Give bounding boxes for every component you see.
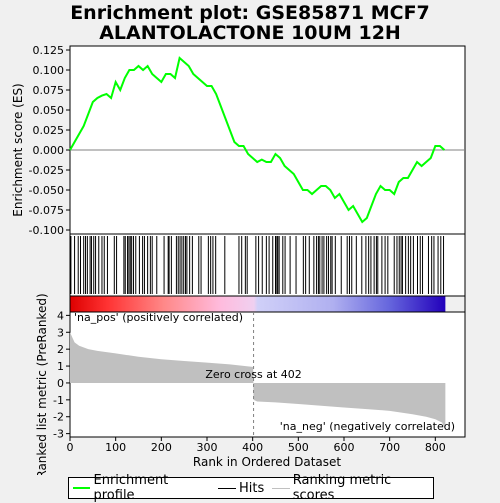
negative-correlated-label: 'na_neg' (negatively correlated) [280,420,455,433]
xtick-label: 600 [333,441,354,454]
gsea-plot: -0.100 -0.075 -0.050 -0.025 0.000 0.025 0.050 0… [11,44,466,475]
xtick-label: 700 [379,441,400,454]
positive-correlated-label: 'na_pos' (positively correlated) [74,311,243,324]
rank-ytick-label: -3 [53,428,64,441]
es-ytick-label: -0.075 [29,204,64,217]
legend: Enrichment profile Hits Ranking metric s… [68,473,434,503]
x-axis-label: Rank in Ordered Dataset [193,455,341,469]
es-ytick-label: -0.100 [29,224,64,237]
es-ytick-label: -0.050 [29,184,64,197]
legend-hits-swatch [218,487,236,489]
es-ytick-label: 0.025 [33,124,65,137]
enrichment-panel: -0.100 -0.075 -0.050 -0.025 0.000 0.025 0.050 0… [11,44,466,237]
ranking-panel: -3 -2 -1 0 1 2 3 4 0 100 200 300 400 500 600 700 800 Ze… [35,293,466,475]
ranking-metric-area [70,332,446,431]
rank-gradient [70,296,446,312]
rank-color-bar [69,295,466,313]
rank-ytick-label: -1 [53,394,64,407]
es-ytick-label: 0.000 [33,144,65,157]
hits-panel [69,233,466,297]
rank-metric-axis-label: Ranked list metric (PreRanked) [35,293,49,475]
es-ytick-label: 0.100 [33,64,65,77]
legend-enrichment-swatch [73,487,91,489]
es-ytick-label: -0.025 [29,164,64,177]
enrichment-profile-line [69,56,446,224]
rank-ytick-label: -2 [53,411,64,424]
enrichment-plot-area [69,45,466,235]
xtick-label: 800 [425,441,446,454]
chart-title-line-2: ALANTOLACTONE 10UM 12H [99,22,401,44]
legend-ranking-label: Ranking metric scores [292,473,392,503]
zero-cross-label: Zero cross at 402 [205,368,301,381]
xtick-label: 500 [288,441,309,454]
legend-ranking: Ranking metric scores [272,473,433,503]
es-ytick-label: 0.050 [33,104,65,117]
rank-ytick-label: 3 [57,326,64,339]
legend-ranking-swatch [272,487,290,489]
legend-hits-label: Hits [239,480,265,496]
es-ytick-label: 0.075 [33,84,65,97]
rank-ytick-label: 0 [57,377,64,390]
xtick-label: 200 [151,441,172,454]
xtick-label: 400 [242,441,263,454]
xtick-label: 100 [105,441,126,454]
legend-enrichment: Enrichment profile [73,473,210,503]
rank-ytick-label: 2 [57,343,64,356]
xtick-label: 0 [67,441,74,454]
rank-ytick-label: 4 [57,309,64,322]
es-axis-label: Enrichment score (ES) [11,83,25,216]
legend-hits: Hits [218,481,264,496]
chart-title-line-1: Enrichment plot: GSE85871 MCF7 [70,2,430,24]
legend-enrichment-label: Enrichment profile [93,473,169,503]
rank-ytick-label: 1 [57,360,64,373]
xtick-label: 300 [196,441,217,454]
es-ytick-label: 0.125 [33,44,65,57]
